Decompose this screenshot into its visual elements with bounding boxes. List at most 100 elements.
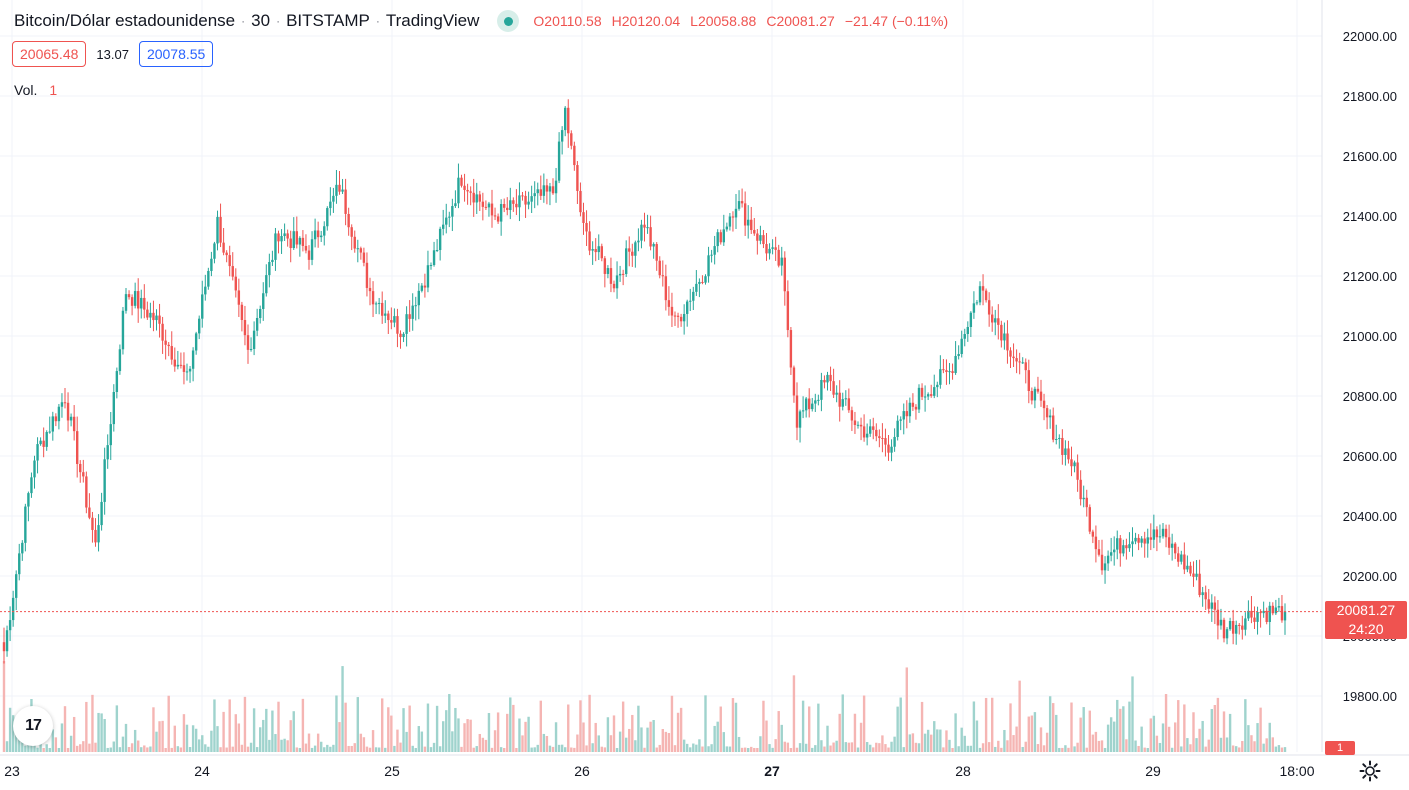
volume-bar (750, 746, 753, 752)
volume-bar (496, 712, 500, 752)
volume-bar (869, 744, 872, 752)
volume-label: Vol. (14, 82, 38, 98)
interval-label[interactable]: 30 (251, 11, 271, 30)
candle-body (414, 305, 417, 307)
candle-body (557, 141, 561, 181)
candle-body (1103, 563, 1107, 571)
candle-body (695, 283, 698, 292)
candle-body (313, 230, 317, 240)
volume-bar (115, 705, 119, 752)
volume-bar (1231, 745, 1235, 752)
candle-body (1250, 610, 1253, 618)
candle-body (615, 275, 619, 289)
candle-body (536, 189, 539, 194)
volume-bar (1247, 725, 1250, 752)
candle-body (1265, 610, 1268, 622)
volume-bar (493, 730, 497, 752)
volume-bar (548, 745, 552, 752)
volume-bar (234, 714, 237, 752)
candle-body (445, 217, 448, 225)
candle-body (722, 229, 725, 243)
volume-bar (850, 742, 854, 752)
candle-body (670, 306, 674, 316)
candle-body (963, 334, 966, 339)
volume-bar (1174, 722, 1177, 752)
volume-bar (228, 699, 231, 752)
gear-icon[interactable] (1358, 759, 1382, 783)
volume-bar (1164, 694, 1168, 752)
symbol-header[interactable]: Bitcoin/Dólar estadounidense · 30 · BITS… (14, 10, 949, 32)
volume-bar (42, 747, 45, 752)
candle-body (27, 493, 30, 507)
candle-body (33, 460, 36, 478)
candle-body (747, 219, 750, 226)
volume-bar (887, 747, 890, 752)
volume-bar (1268, 722, 1271, 752)
volume-bar (48, 747, 51, 752)
candle-body (432, 250, 436, 266)
volume-bar (1061, 747, 1064, 752)
volume-bar (463, 723, 466, 752)
volume-bar (1088, 710, 1091, 752)
candle-body (170, 346, 173, 360)
candle-body (76, 431, 79, 464)
volume-bar (1085, 747, 1088, 752)
volume-bar (445, 710, 448, 752)
candle-body (1222, 619, 1226, 639)
volume-bar (777, 711, 780, 752)
price-tick-label: 21200.00 (1343, 269, 1397, 284)
volume-bar (600, 746, 603, 752)
volume-legend[interactable]: Vol. 1 (14, 82, 57, 98)
candle-body (329, 201, 332, 209)
volume-bar (512, 704, 515, 752)
volume-bar (475, 746, 478, 752)
candle-body (225, 252, 228, 256)
volume-bars (2, 661, 1287, 752)
candle-body (725, 226, 729, 230)
open-value: O20110.58 (533, 13, 602, 29)
volume-bar (698, 739, 701, 752)
volume-bar (152, 707, 155, 752)
volume-bar (109, 747, 112, 752)
candle-body (936, 384, 939, 388)
candle-body (777, 249, 780, 266)
candle-body (344, 189, 347, 214)
candle-body (920, 387, 924, 397)
candle-body (85, 476, 88, 508)
volume-bar (926, 729, 930, 752)
volume-bar (252, 708, 256, 752)
candle-body (475, 194, 478, 203)
volume-bar (716, 721, 719, 752)
tradingview-logo-icon[interactable]: 17 (13, 706, 53, 746)
volume-bar (255, 747, 259, 752)
sell-price-button[interactable]: 20065.48 (12, 41, 87, 67)
logo-text: 17 (25, 717, 42, 734)
candle-body (124, 294, 128, 311)
time-tick-label: 26 (574, 763, 590, 779)
volume-bar (923, 733, 927, 752)
candle-body (1067, 448, 1070, 460)
volume-bar (280, 739, 283, 752)
candle-body (603, 258, 607, 274)
volume-bar (826, 725, 829, 752)
volume-bar (356, 697, 359, 752)
candle-body (454, 203, 457, 207)
candle-body (185, 371, 189, 373)
volume-bar (1250, 735, 1253, 752)
volume-bar (365, 746, 369, 752)
symbol-name[interactable]: Bitcoin/Dólar estadounidense (14, 11, 236, 30)
volume-bar (621, 701, 625, 752)
candle-body (1283, 611, 1287, 621)
volume-bar (719, 706, 722, 752)
volume-bar (734, 702, 738, 752)
candle-body (987, 300, 991, 315)
volume-bar (332, 744, 335, 752)
volume-bar (612, 715, 616, 752)
volume-bar (786, 742, 790, 752)
buy-price-button[interactable]: 20078.55 (138, 41, 214, 67)
candle-body (1228, 621, 1232, 630)
candle-body (130, 297, 134, 306)
candle-body (1116, 538, 1119, 550)
volume-bar (582, 722, 585, 752)
